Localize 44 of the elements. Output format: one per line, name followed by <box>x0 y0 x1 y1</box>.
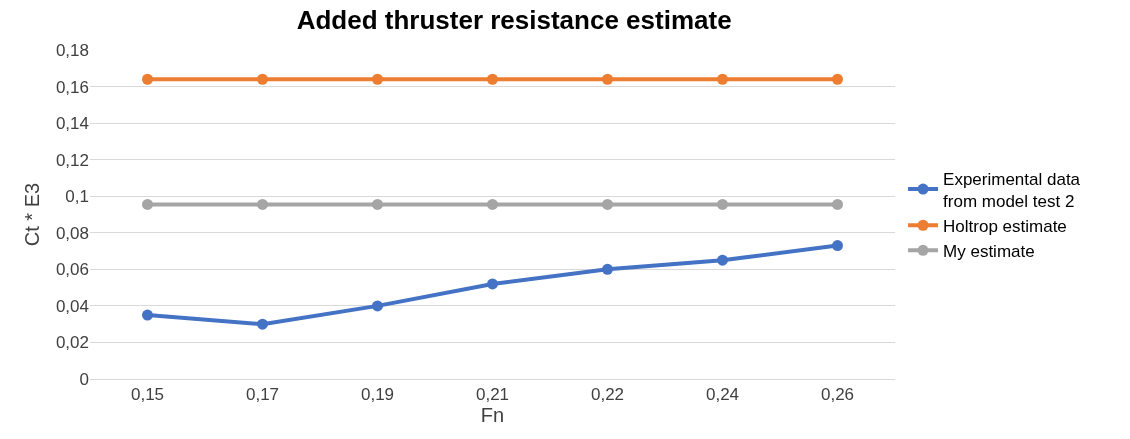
point <box>257 318 268 330</box>
y-tick-label: 0,06 <box>55 260 89 280</box>
x-tick-label: 0,21 <box>475 385 510 405</box>
y-tick-label: 0,12 <box>55 150 89 170</box>
y-tick-label: 0,1 <box>65 187 89 207</box>
point <box>257 198 268 210</box>
point <box>487 278 498 290</box>
point <box>142 198 153 210</box>
x-tick-label: 0,24 <box>705 385 740 405</box>
point <box>487 198 498 210</box>
point <box>142 73 153 85</box>
point <box>602 73 613 85</box>
point <box>487 73 498 85</box>
point <box>602 263 613 275</box>
legend-label: Holtrop estimate <box>943 216 1067 236</box>
x-tick-label: 0,22 <box>590 385 625 405</box>
y-tick-label: 0,04 <box>55 296 89 316</box>
point <box>717 198 728 210</box>
chart-title: Added thruster resistance estimate <box>296 5 732 36</box>
x-tick-label: 0,19 <box>360 385 395 405</box>
y-tick-label: 0 <box>79 369 89 389</box>
x-tick-label: 0,17 <box>245 385 280 405</box>
point <box>832 73 843 85</box>
point <box>372 300 383 312</box>
y-tick-label: 0,02 <box>55 333 89 353</box>
legend-label: Experimental data from model test 2 <box>943 169 1081 211</box>
x-tick-label: 0,26 <box>820 385 855 405</box>
point <box>602 198 613 210</box>
point <box>257 73 268 85</box>
y-axis-title: Ct * E3 <box>21 182 44 247</box>
point <box>372 198 383 210</box>
point <box>717 73 728 85</box>
point <box>717 254 728 266</box>
point <box>832 240 843 252</box>
legend-label: My estimate <box>943 241 1035 261</box>
point <box>142 309 153 321</box>
x-tick-label: 0,15 <box>130 385 165 405</box>
y-tick-label: 0,18 <box>55 40 89 60</box>
y-tick-label: 0,16 <box>55 77 89 97</box>
y-tick-label: 0,14 <box>55 114 89 134</box>
point <box>372 73 383 85</box>
point <box>832 198 843 210</box>
y-tick-label: 0,08 <box>55 223 89 243</box>
x-axis-title: Fn <box>480 404 505 427</box>
